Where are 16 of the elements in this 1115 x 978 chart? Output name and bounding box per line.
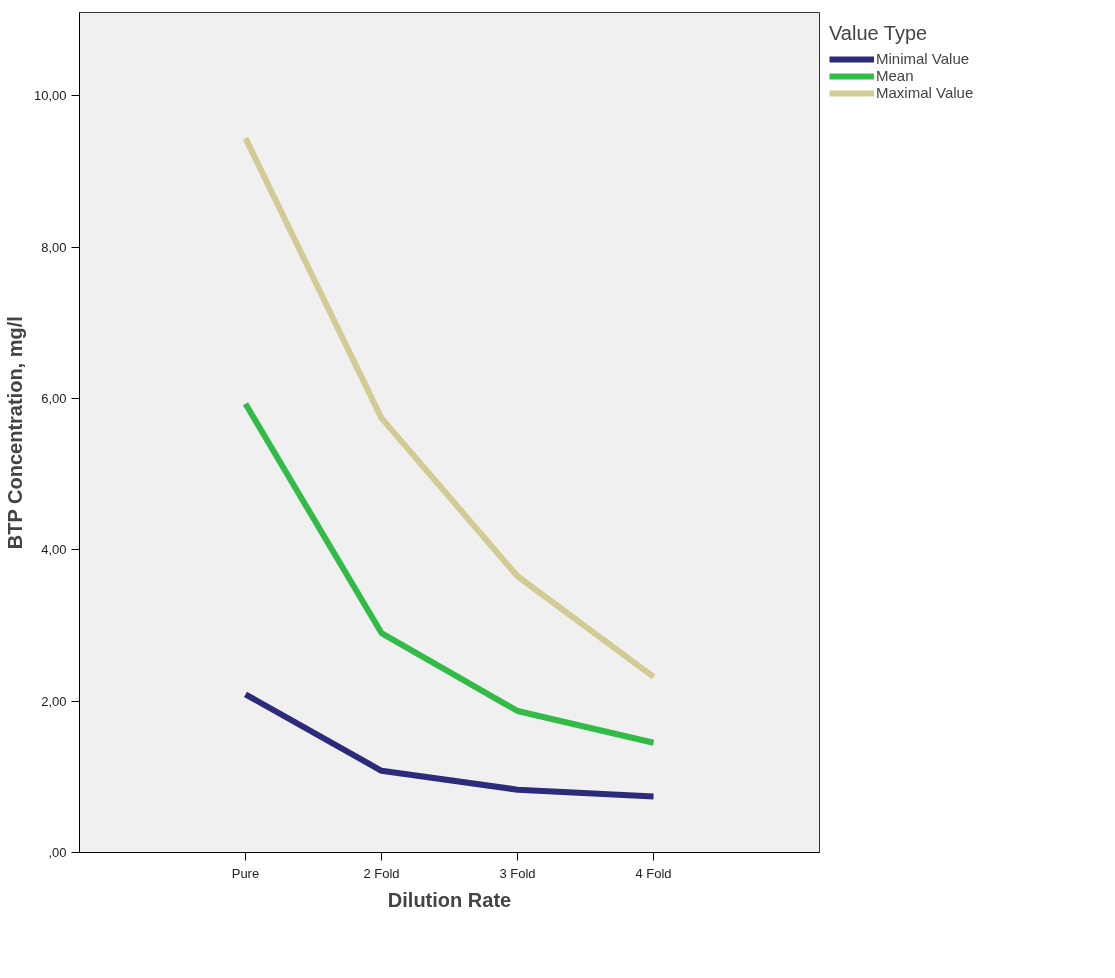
y-tick-label: ,00 [48, 845, 67, 860]
x-tick-label: 3 Fold [499, 865, 536, 881]
x-axis-title: Dilution Rate [387, 888, 512, 911]
legend-label: Mean [876, 67, 914, 84]
legend-label: Maximal Value [876, 84, 974, 101]
y-axis-title: BTP Concentration, mg/l [3, 316, 26, 550]
x-tick-label: 4 Fold [635, 865, 672, 881]
x-tick-label: Pure [231, 865, 260, 881]
y-tick-label: 2,00 [41, 693, 67, 709]
y-tick-label: 6,00 [41, 390, 67, 406]
legend-label: Minimal Value [876, 50, 970, 67]
y-tick-label: 8,00 [41, 239, 67, 255]
legend-title: Value Type [829, 22, 929, 45]
y-tick-label: 10,00 [33, 88, 67, 104]
y-tick-label: 4,00 [41, 542, 67, 558]
x-tick-label: 2 Fold [363, 865, 400, 881]
